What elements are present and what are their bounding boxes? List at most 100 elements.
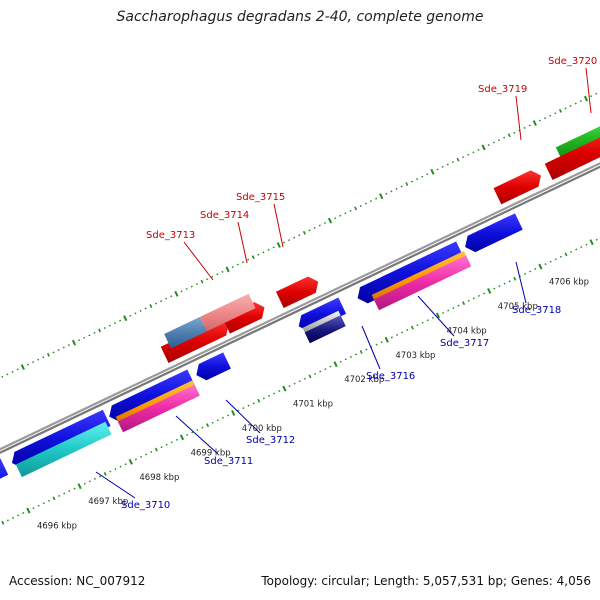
scale-tick-top — [119, 319, 122, 322]
gene-label-Sde_3711[interactable]: Sde_3711 — [204, 456, 253, 467]
scale-tick-bottom — [63, 492, 66, 495]
scale-tick-top — [481, 144, 486, 151]
scale-tick-top — [456, 157, 460, 162]
backbone-line — [0, 162, 600, 451]
gene-label-Sde_3717[interactable]: Sde_3717 — [440, 338, 489, 349]
scale-tick-bottom — [467, 299, 470, 302]
feature-top-red-3[interactable] — [275, 276, 319, 309]
feature-rev-blue-0[interactable] — [0, 458, 9, 508]
scale-tick-top — [52, 351, 55, 354]
scale-tick-bottom — [32, 507, 35, 510]
scale-tick-top — [103, 327, 106, 329]
scale-tick-top — [11, 370, 14, 373]
scale-tick-bottom — [524, 272, 527, 275]
scale-tick-bottom — [442, 311, 445, 314]
feature-rev-blue-3[interactable] — [196, 352, 231, 381]
scale-tick-top — [302, 230, 306, 235]
feature-rev-blue-2[interactable] — [109, 369, 196, 422]
genome-summary-text: Topology: circular; Length: 5,057,531 bp… — [261, 574, 591, 588]
callout-line-Sde_3711 — [175, 415, 219, 455]
scale-tick-bottom — [128, 458, 133, 465]
scale-tick-top — [513, 131, 516, 134]
scale-tick-bottom — [534, 268, 537, 270]
gene-label-Sde_3718[interactable]: Sde_3718 — [512, 305, 561, 316]
gene-label-Sde_3714[interactable]: Sde_3714 — [200, 210, 249, 221]
scale-tick-top — [497, 139, 500, 142]
callout-line-Sde_3714 — [237, 221, 248, 264]
feature-rev-pink-1[interactable] — [117, 384, 200, 433]
scale-tick-bottom — [262, 397, 265, 400]
scale-tick-bottom — [303, 377, 306, 380]
gene-label-Sde_3710[interactable]: Sde_3710 — [121, 500, 170, 511]
feature-rev-cyan[interactable] — [15, 421, 112, 478]
feature-rev-pink-2[interactable] — [373, 255, 472, 311]
feature-top-pink-gradient[interactable] — [199, 293, 256, 332]
scale-tick-bottom — [160, 446, 163, 449]
feature-rev-blue-4[interactable] — [298, 297, 347, 332]
scale-tick-bottom — [206, 423, 210, 428]
feature-top-blue-gradient[interactable] — [164, 316, 207, 349]
scale-tick-bottom — [396, 333, 399, 336]
scale-tick-bottom — [529, 270, 532, 273]
scale-tick-bottom — [278, 390, 281, 392]
scale-tick-bottom — [12, 516, 15, 519]
scale-tick-bottom — [103, 472, 107, 476]
feature-rev-blue-6[interactable] — [465, 213, 523, 253]
scale-tick-top — [20, 364, 25, 370]
scale-tick-bottom — [170, 441, 173, 444]
feature-top-red-far[interactable] — [493, 170, 541, 205]
scale-tick-top — [507, 133, 511, 138]
feature-top-green[interactable] — [555, 114, 600, 162]
scale-tick-bottom — [201, 426, 204, 429]
scale-tick-top — [16, 368, 19, 371]
callout-line-Sde_3719 — [515, 95, 522, 141]
gene-label-Sde_3720[interactable]: Sde_3720 — [548, 56, 597, 67]
scale-tick-bottom — [211, 421, 214, 424]
scale-tick-bottom — [293, 382, 296, 385]
scale-tick-top — [251, 255, 255, 260]
scale-tick-top — [313, 226, 316, 229]
feature-top-red-1[interactable] — [160, 319, 229, 363]
scale-tick-top — [583, 95, 589, 102]
gene-label-Sde_3712[interactable]: Sde_3712 — [246, 435, 295, 446]
scale-tick-bottom — [179, 434, 185, 441]
gene-label-Sde_3713[interactable]: Sde_3713 — [146, 230, 195, 241]
scale-tick-bottom — [298, 380, 301, 383]
scale-tick-bottom — [355, 353, 358, 356]
scale-tick-top — [200, 279, 204, 284]
scale-tick-bottom — [175, 438, 178, 441]
scale-tick-top — [247, 258, 250, 261]
feature-top-red-2[interactable] — [222, 302, 265, 334]
scale-tick-top — [123, 315, 128, 322]
scale-tick-top — [288, 239, 291, 242]
scale-tick-bottom — [406, 329, 409, 331]
feature-rev-blue-1[interactable] — [12, 409, 111, 469]
scale-tick-bottom — [124, 463, 127, 466]
scale-tick-top — [276, 242, 281, 248]
gene-label-Sde_3715[interactable]: Sde_3715 — [236, 192, 285, 203]
scale-tick-bottom — [472, 297, 475, 300]
scale-tick-bottom — [109, 470, 112, 473]
scale-tick-bottom — [252, 402, 255, 405]
scale-tick-top — [108, 324, 111, 327]
scale-tick-bottom — [585, 243, 588, 246]
gene-label-Sde_3716[interactable]: Sde_3716 — [366, 371, 415, 382]
scale-tick-top — [195, 283, 198, 286]
feature-rev-navy[interactable] — [304, 315, 346, 344]
scale-tick-top — [225, 266, 230, 273]
scale-tick-bottom — [134, 458, 137, 461]
callout-line-Sde_3720 — [585, 67, 592, 114]
scale-tick-top — [139, 309, 142, 312]
scale-tick-bottom — [544, 263, 547, 266]
scale-tick-top — [174, 290, 179, 297]
feature-rev-blue-5[interactable] — [357, 241, 464, 304]
scale-label-4701: 4701 kbp — [293, 400, 333, 410]
gene-label-Sde_3719[interactable]: Sde_3719 — [478, 84, 527, 95]
feature-top-red-edge[interactable] — [544, 126, 600, 180]
scale-tick-bottom — [145, 453, 148, 456]
scale-tick-bottom — [477, 294, 480, 297]
scale-tick-bottom — [329, 365, 332, 368]
scale-tick-bottom — [83, 482, 86, 485]
scale-tick-top — [144, 307, 147, 310]
